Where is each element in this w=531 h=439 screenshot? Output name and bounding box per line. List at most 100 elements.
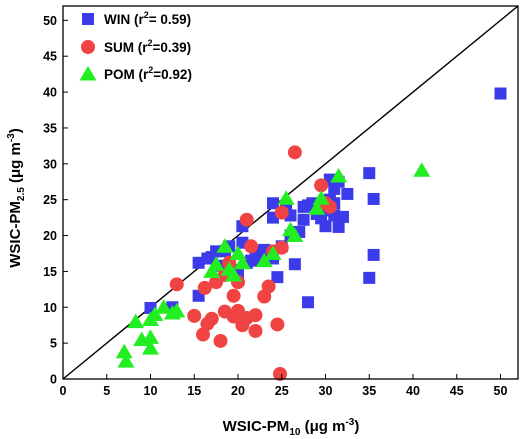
data-point-triangle	[168, 302, 186, 318]
y-axis-title-main: WSIC-PM	[7, 201, 24, 268]
y-tick-label: 25	[43, 193, 57, 207]
data-point-square	[302, 296, 314, 309]
legend-series-name: WIN	[104, 12, 130, 27]
y-tick-label: 10	[43, 301, 57, 315]
legend-item-win: WIN (r2= 0.59)	[82, 10, 191, 27]
data-point-square	[363, 167, 376, 180]
data-point-circle	[314, 178, 329, 193]
data-point-square	[267, 197, 279, 210]
data-point-circle	[239, 212, 254, 227]
x-tick-label: 40	[406, 384, 420, 398]
y-axis-title-sub: 2.5	[16, 187, 27, 201]
y-tick-label: 30	[43, 157, 57, 171]
data-point-triangle	[330, 168, 348, 183]
legend-r2-pre: (r	[135, 67, 149, 82]
x-axis-title-main: WSIC-PM	[223, 418, 290, 435]
data-point-triangle	[155, 299, 173, 314]
y-axis-ticks: 0 5 10 15 20 25 30 35 40 45 50	[43, 14, 68, 387]
legend-series-name: POM	[104, 67, 135, 82]
x-axis-title-unit-sup: -3	[345, 417, 354, 428]
x-tick-label: 5	[103, 384, 110, 398]
x-axis-title-unit: (μg m	[300, 418, 345, 435]
x-tick-label: 15	[187, 384, 201, 398]
data-point-square	[332, 220, 345, 233]
legend-label-sum: SUM (r2=0.39)	[104, 38, 191, 55]
y-tick-label: 35	[43, 121, 57, 135]
legend-label-pom: POM (r2=0.92)	[104, 65, 192, 82]
x-axis-title-sub: 10	[289, 427, 301, 438]
data-point-square	[341, 187, 354, 200]
y-axis-title-unit-sup: -3	[6, 133, 17, 142]
data-point-triangle	[312, 190, 330, 205]
data-point-square	[367, 192, 380, 205]
plot-frame	[62, 5, 519, 380]
y-tick-label: 20	[43, 229, 57, 243]
data-point-circle	[248, 323, 263, 338]
legend-r2-post: = 0.59)	[149, 12, 191, 27]
data-point-circle	[196, 327, 210, 342]
data-point-triangle	[117, 353, 135, 368]
data-point-square	[367, 248, 380, 261]
reference-line-group	[62, 5, 519, 380]
legend-r2-pre: (r	[134, 40, 148, 55]
x-tick-label: 45	[450, 384, 464, 398]
data-point-triangle	[255, 252, 273, 268]
data-point-triangle	[127, 313, 145, 329]
data-point-circle	[244, 239, 259, 254]
legend-item-sum: SUM (r2=0.39)	[81, 38, 191, 55]
data-point-square	[363, 271, 376, 284]
x-axis-title: WSIC-PM10 (μg m-3)	[223, 417, 360, 438]
x-tick-label: 10	[144, 384, 158, 398]
legend-r2-pre: (r	[130, 12, 144, 27]
data-point-square	[271, 271, 284, 284]
one-to-one-line	[62, 5, 519, 380]
data-point-triangle	[413, 162, 431, 177]
data-point-circle	[273, 366, 287, 381]
legend-marker-triangle	[79, 66, 97, 81]
y-axis-title-unit-end: )	[7, 128, 24, 133]
legend-r2-sup: 2	[148, 38, 153, 48]
y-tick-label: 5	[50, 337, 57, 351]
data-point-triangle	[142, 340, 159, 355]
data-point-square	[319, 220, 332, 233]
x-tick-label: 50	[494, 384, 508, 398]
data-point-circle	[197, 280, 212, 295]
legend-r2-post: =0.39)	[153, 40, 192, 55]
legend-r2-sup: 2	[148, 65, 153, 75]
data-point-triangle	[216, 238, 234, 253]
x-tick-label: 0	[60, 384, 67, 398]
x-tick-label: 35	[362, 384, 376, 398]
legend: WIN (r2= 0.59) SUM (r2=0.39) POM (r2=0.9…	[79, 10, 192, 82]
data-point-circle	[270, 317, 285, 332]
data-point-circle	[213, 333, 228, 348]
data-point-square	[297, 213, 310, 226]
data-point-triangle	[142, 329, 159, 344]
legend-r2-sup: 2	[144, 10, 149, 20]
x-axis-title-unit-end: )	[354, 418, 359, 435]
data-point-triangle	[277, 190, 295, 205]
data-point-triangle	[233, 254, 251, 270]
data-point-square	[210, 245, 223, 258]
data-point-square	[288, 258, 301, 271]
data-point-square	[337, 210, 349, 223]
x-tick-label: 30	[319, 384, 333, 398]
x-tick-label: 25	[275, 384, 289, 398]
data-point-triangle	[115, 343, 133, 359]
y-tick-label: 50	[43, 14, 57, 28]
y-axis-title-unit: (μg m	[7, 142, 24, 187]
legend-item-pom: POM (r2=0.92)	[79, 65, 192, 82]
data-point-triangle	[286, 227, 304, 243]
data-point-circle	[261, 279, 276, 294]
x-axis-ticks: 0 5 10 15 20 25 30 35 40 45 50	[60, 374, 508, 398]
legend-marker-square	[82, 13, 94, 25]
legend-series-name: SUM	[104, 40, 134, 55]
data-point-triangle	[207, 256, 225, 271]
legend-marker-circle	[81, 40, 95, 54]
data-point-circle	[274, 205, 289, 220]
data-points	[115, 87, 507, 381]
data-point-circle	[204, 311, 219, 326]
y-tick-label: 40	[43, 86, 57, 100]
y-axis-title: WSIC-PM2.5 (μg m-3)	[6, 128, 27, 268]
data-point-circle	[187, 308, 202, 323]
